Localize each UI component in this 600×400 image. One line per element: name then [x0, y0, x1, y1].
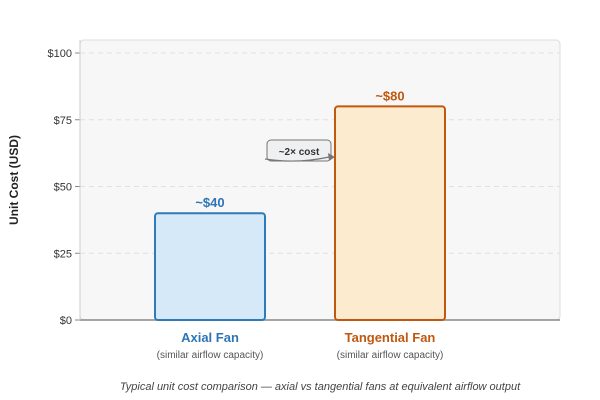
- y-tick-label: $75: [54, 115, 72, 127]
- y-tick-label: $100: [48, 48, 72, 60]
- category-subtitle: (similar airflow capacity): [337, 350, 444, 361]
- category-label: Axial Fan: [181, 330, 239, 345]
- bar: [334, 105, 446, 322]
- plot-area: [79, 39, 561, 321]
- bars: ~$40 Axial Fan (similar airflow capacity) ~…: [154, 88, 446, 361]
- y-tick-label: $25: [54, 248, 72, 260]
- y-axis-ticks: $0 $25 $50 $75 $100: [48, 48, 80, 327]
- data-label: ~$80: [375, 88, 404, 103]
- data-label: ~$40: [195, 195, 224, 210]
- annotation-arrowhead: [328, 153, 335, 161]
- cost-annotation: ~2× cost: [264, 139, 335, 162]
- category-label: Tangential Fan: [345, 330, 436, 345]
- annotation-text: ~2× cost: [279, 147, 320, 158]
- category-subtitle: (similar airflow capacity): [157, 350, 264, 361]
- annotation-arrow: [264, 156, 330, 162]
- y-tick-label: $50: [54, 182, 72, 194]
- chart-caption: Typical unit cost comparison — axial vs …: [120, 381, 521, 393]
- y-tick-label: $0: [60, 315, 72, 327]
- grid-lines: [80, 52, 560, 254]
- bar: [154, 212, 266, 321]
- y-axis-label: Unit Cost (USD): [7, 135, 21, 225]
